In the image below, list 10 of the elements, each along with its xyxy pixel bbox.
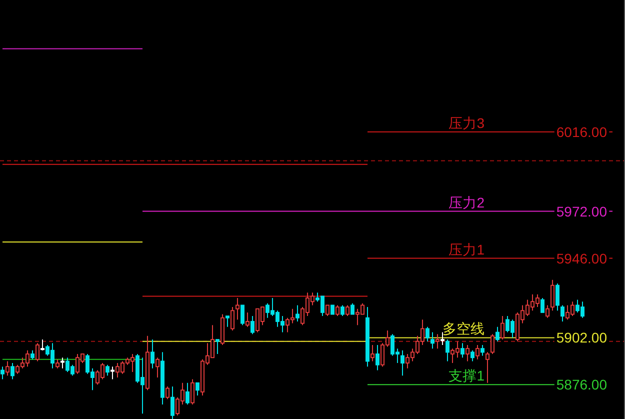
y-tick-label: 5972.00 bbox=[556, 203, 607, 220]
y-tick-label: 5946.00 bbox=[556, 250, 607, 266]
series-label: 支撑1 bbox=[448, 368, 484, 384]
y-tick-label: 5902.00 bbox=[556, 330, 607, 346]
series-label: 多空线 bbox=[442, 320, 484, 337]
series-label: 压力3 bbox=[448, 114, 484, 131]
series-label: 压力2 bbox=[448, 194, 484, 210]
y-tick-label: 5876.00 bbox=[556, 376, 607, 393]
y-tick-label: 6016.00 bbox=[556, 124, 607, 140]
series-label: 压力1 bbox=[448, 241, 484, 258]
